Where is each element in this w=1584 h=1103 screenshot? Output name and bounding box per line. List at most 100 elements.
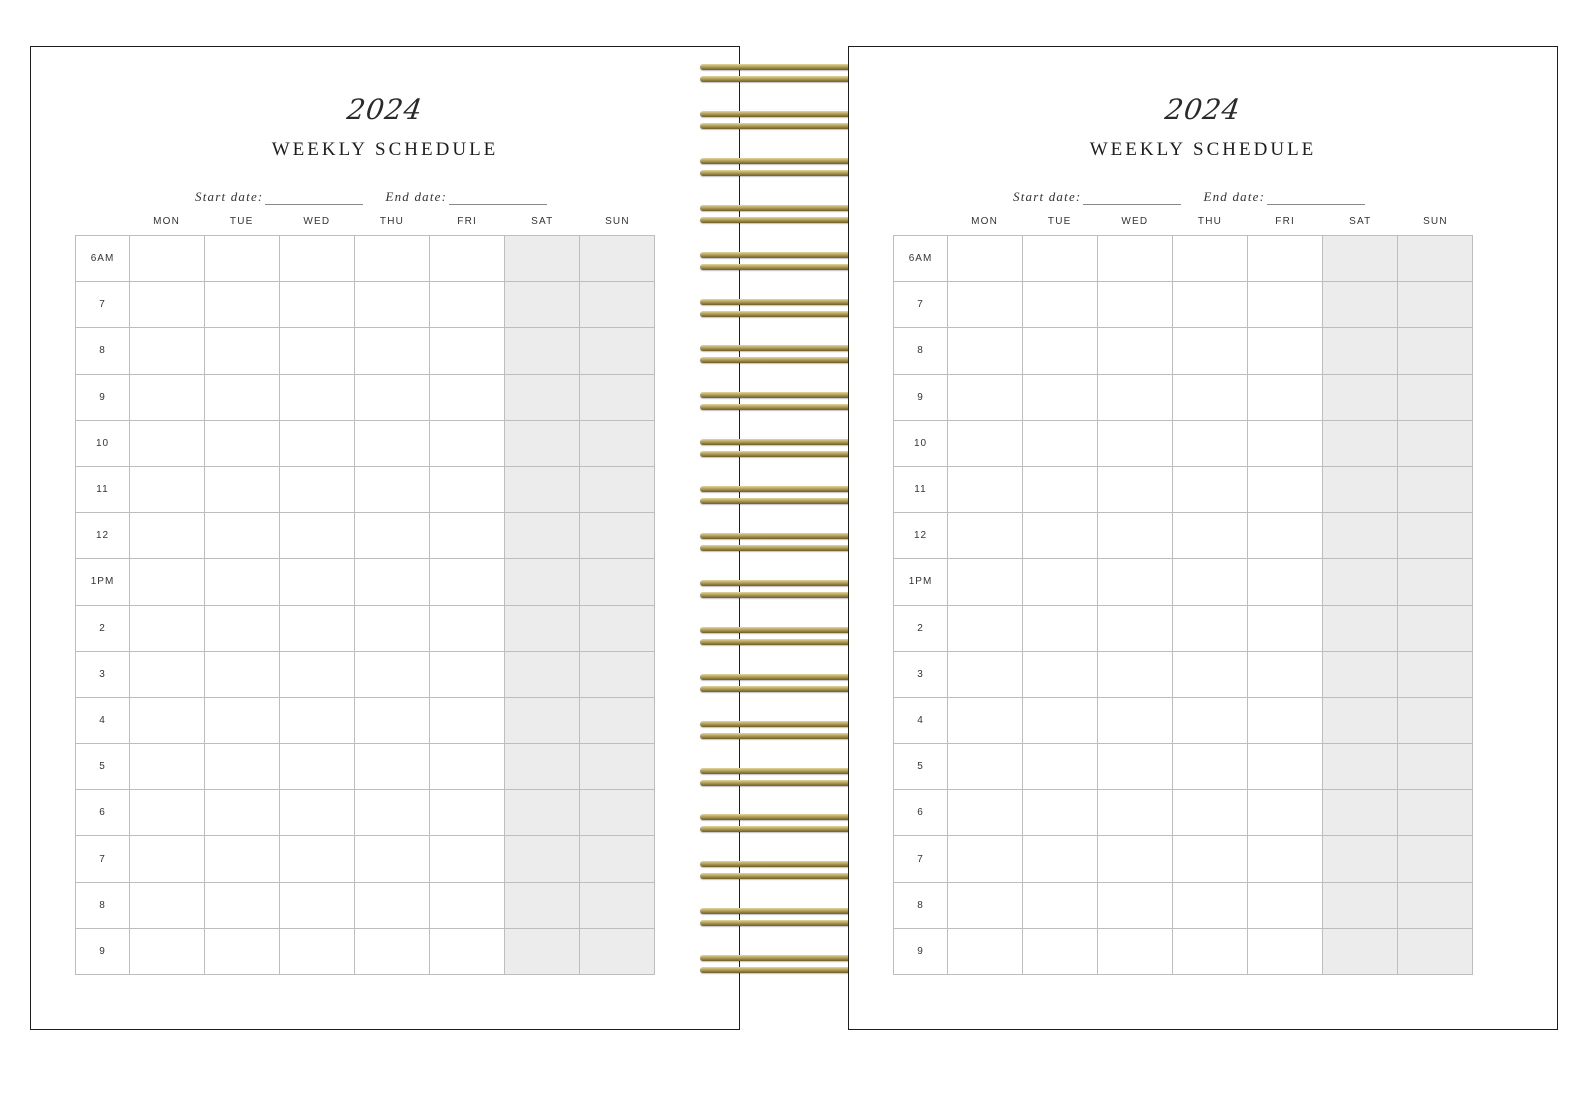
schedule-cell-wed[interactable] (280, 559, 355, 606)
schedule-cell-tue[interactable] (205, 559, 280, 606)
schedule-cell-tue[interactable] (1023, 466, 1098, 514)
schedule-cell-tue[interactable] (205, 374, 280, 421)
schedule-cell-thu[interactable] (355, 282, 430, 329)
schedule-cell-wed[interactable] (280, 882, 355, 929)
schedule-cell-sun[interactable] (580, 651, 655, 698)
schedule-cell-tue[interactable] (205, 744, 280, 791)
schedule-cell-mon[interactable] (948, 374, 1023, 421)
schedule-cell-wed[interactable] (1098, 420, 1173, 467)
schedule-cell-sat[interactable] (505, 882, 580, 929)
schedule-cell-thu[interactable] (1173, 466, 1248, 514)
schedule-cell-sat[interactable] (505, 328, 580, 375)
schedule-cell-tue[interactable] (1023, 282, 1098, 329)
schedule-cell-sat[interactable] (1323, 882, 1398, 929)
schedule-cell-sat[interactable] (1323, 836, 1398, 883)
schedule-cell-thu[interactable] (355, 836, 430, 883)
schedule-cell-mon[interactable] (948, 882, 1023, 929)
schedule-cell-thu[interactable] (1173, 374, 1248, 421)
schedule-cell-mon[interactable] (948, 559, 1023, 606)
schedule-cell-tue[interactable] (205, 282, 280, 329)
schedule-cell-mon[interactable] (948, 928, 1023, 975)
schedule-cell-sat[interactable] (1323, 928, 1398, 975)
schedule-cell-thu[interactable] (1173, 420, 1248, 467)
schedule-cell-mon[interactable] (130, 328, 205, 375)
schedule-cell-wed[interactable] (280, 513, 355, 560)
schedule-cell-sun[interactable] (1398, 513, 1473, 560)
schedule-cell-thu[interactable] (355, 328, 430, 375)
schedule-cell-mon[interactable] (948, 790, 1023, 837)
schedule-cell-mon[interactable] (948, 513, 1023, 560)
schedule-cell-mon[interactable] (130, 882, 205, 929)
schedule-cell-wed[interactable] (1098, 559, 1173, 606)
schedule-cell-wed[interactable] (280, 697, 355, 745)
schedule-cell-fri[interactable] (1248, 697, 1323, 745)
schedule-cell-thu[interactable] (1173, 744, 1248, 791)
schedule-cell-wed[interactable] (1098, 790, 1173, 837)
schedule-cell-thu[interactable] (1173, 790, 1248, 837)
schedule-cell-sat[interactable] (505, 605, 580, 652)
schedule-cell-mon[interactable] (948, 236, 1023, 283)
schedule-cell-sat[interactable] (505, 651, 580, 698)
schedule-cell-fri[interactable] (430, 790, 505, 837)
schedule-cell-sat[interactable] (505, 928, 580, 975)
schedule-cell-wed[interactable] (1098, 466, 1173, 514)
schedule-cell-sun[interactable] (1398, 605, 1473, 652)
schedule-cell-thu[interactable] (355, 420, 430, 467)
schedule-cell-mon[interactable] (130, 697, 205, 745)
schedule-cell-mon[interactable] (130, 790, 205, 837)
schedule-cell-fri[interactable] (430, 513, 505, 560)
schedule-cell-tue[interactable] (1023, 928, 1098, 975)
schedule-cell-fri[interactable] (430, 605, 505, 652)
schedule-cell-thu[interactable] (1173, 882, 1248, 929)
schedule-cell-thu[interactable] (355, 790, 430, 837)
schedule-cell-sun[interactable] (580, 282, 655, 329)
schedule-cell-fri[interactable] (430, 466, 505, 514)
schedule-cell-sun[interactable] (1398, 374, 1473, 421)
schedule-cell-fri[interactable] (1248, 836, 1323, 883)
schedule-cell-fri[interactable] (1248, 513, 1323, 560)
schedule-cell-fri[interactable] (1248, 374, 1323, 421)
schedule-cell-sun[interactable] (580, 697, 655, 745)
schedule-cell-mon[interactable] (130, 466, 205, 514)
schedule-cell-wed[interactable] (1098, 282, 1173, 329)
schedule-cell-mon[interactable] (948, 605, 1023, 652)
schedule-cell-fri[interactable] (1248, 282, 1323, 329)
start-date-line[interactable] (1083, 193, 1182, 205)
schedule-cell-tue[interactable] (205, 928, 280, 975)
schedule-cell-sun[interactable] (1398, 790, 1473, 837)
schedule-cell-sat[interactable] (1323, 513, 1398, 560)
schedule-cell-mon[interactable] (948, 651, 1023, 698)
schedule-cell-fri[interactable] (1248, 420, 1323, 467)
schedule-cell-mon[interactable] (130, 928, 205, 975)
schedule-cell-tue[interactable] (205, 328, 280, 375)
schedule-cell-sun[interactable] (580, 466, 655, 514)
schedule-cell-tue[interactable] (1023, 328, 1098, 375)
schedule-cell-fri[interactable] (430, 697, 505, 745)
schedule-cell-mon[interactable] (130, 559, 205, 606)
schedule-cell-sun[interactable] (1398, 836, 1473, 883)
schedule-cell-fri[interactable] (1248, 882, 1323, 929)
schedule-cell-sat[interactable] (1323, 697, 1398, 745)
schedule-cell-sun[interactable] (1398, 282, 1473, 329)
schedule-cell-wed[interactable] (1098, 651, 1173, 698)
schedule-cell-mon[interactable] (130, 651, 205, 698)
schedule-cell-mon[interactable] (130, 513, 205, 560)
schedule-cell-wed[interactable] (280, 744, 355, 791)
schedule-cell-wed[interactable] (1098, 882, 1173, 929)
schedule-cell-mon[interactable] (948, 420, 1023, 467)
schedule-cell-wed[interactable] (280, 836, 355, 883)
schedule-cell-sun[interactable] (1398, 697, 1473, 745)
schedule-cell-fri[interactable] (430, 651, 505, 698)
schedule-cell-mon[interactable] (948, 328, 1023, 375)
schedule-cell-fri[interactable] (1248, 928, 1323, 975)
schedule-cell-sat[interactable] (505, 466, 580, 514)
schedule-cell-sun[interactable] (580, 420, 655, 467)
schedule-cell-fri[interactable] (430, 374, 505, 421)
schedule-cell-tue[interactable] (205, 420, 280, 467)
schedule-cell-thu[interactable] (355, 513, 430, 560)
schedule-cell-tue[interactable] (1023, 513, 1098, 560)
end-date-field[interactable]: End date: (1203, 189, 1366, 205)
schedule-cell-sat[interactable] (1323, 282, 1398, 329)
schedule-cell-sun[interactable] (1398, 466, 1473, 514)
schedule-cell-mon[interactable] (130, 282, 205, 329)
